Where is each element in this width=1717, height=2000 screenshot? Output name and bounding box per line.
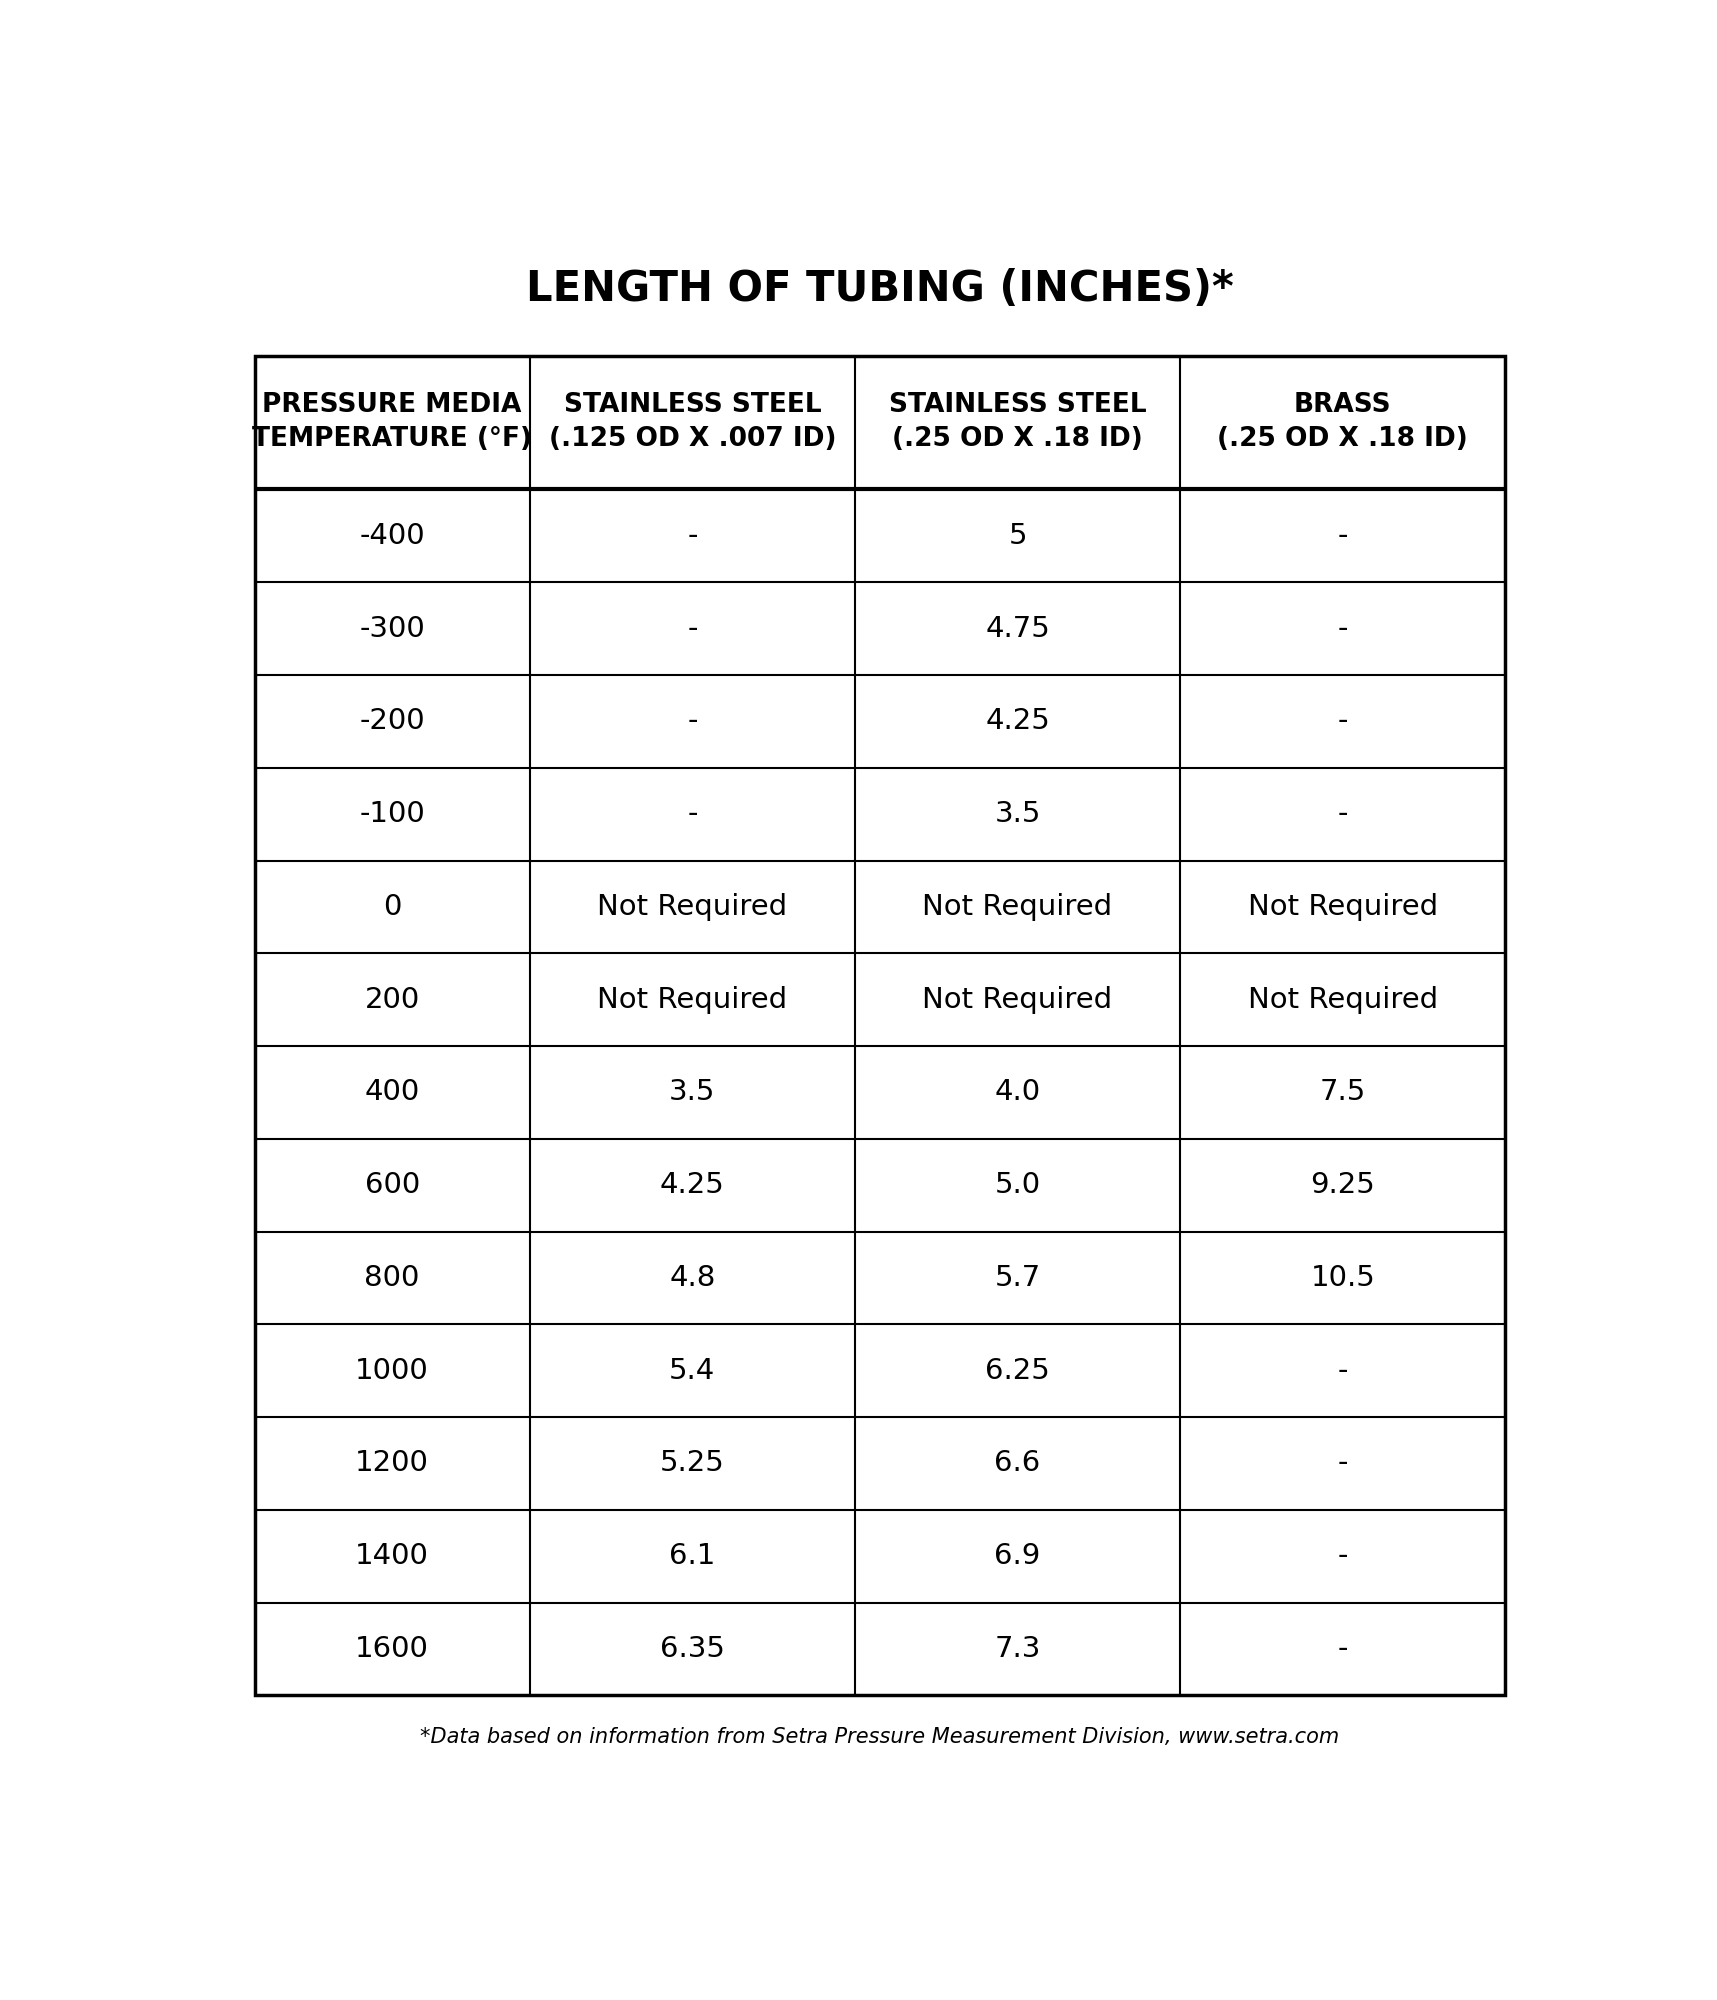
Text: 1600: 1600 <box>355 1634 429 1662</box>
Text: 6.25: 6.25 <box>986 1356 1049 1384</box>
Text: 4.25: 4.25 <box>659 1172 725 1200</box>
Text: 1200: 1200 <box>355 1450 429 1478</box>
Text: -400: -400 <box>359 522 424 550</box>
Text: 7.3: 7.3 <box>994 1634 1041 1662</box>
Bar <box>254 356 1506 1696</box>
Text: -: - <box>687 800 697 828</box>
Text: 800: 800 <box>364 1264 421 1292</box>
Text: 6.6: 6.6 <box>994 1450 1041 1478</box>
Text: -200: -200 <box>359 708 424 736</box>
Text: 6.1: 6.1 <box>670 1542 716 1570</box>
Text: 4.8: 4.8 <box>670 1264 716 1292</box>
Text: 200: 200 <box>364 986 419 1014</box>
Text: 5.4: 5.4 <box>670 1356 716 1384</box>
Text: -: - <box>1338 800 1348 828</box>
Text: Not Required: Not Required <box>922 892 1113 920</box>
Text: 4.25: 4.25 <box>986 708 1049 736</box>
Text: -300: -300 <box>359 614 426 642</box>
Text: 4.0: 4.0 <box>994 1078 1041 1106</box>
Text: *Data based on information from Setra Pressure Measurement Division, www.setra.c: *Data based on information from Setra Pr… <box>421 1726 1339 1746</box>
Text: 4.75: 4.75 <box>986 614 1049 642</box>
Text: STAINLESS STEEL
(.25 OD X .18 ID): STAINLESS STEEL (.25 OD X .18 ID) <box>889 392 1147 452</box>
Text: 600: 600 <box>364 1172 419 1200</box>
Text: -: - <box>1338 1634 1348 1662</box>
Text: 400: 400 <box>364 1078 419 1106</box>
Text: -: - <box>687 614 697 642</box>
Text: 1000: 1000 <box>355 1356 429 1384</box>
Text: -: - <box>1338 1356 1348 1384</box>
Text: 1400: 1400 <box>355 1542 429 1570</box>
Text: 9.25: 9.25 <box>1310 1172 1375 1200</box>
Text: -: - <box>1338 614 1348 642</box>
Text: STAINLESS STEEL
(.125 OD X .007 ID): STAINLESS STEEL (.125 OD X .007 ID) <box>549 392 836 452</box>
Text: PRESSURE MEDIA
TEMPERATURE (°F): PRESSURE MEDIA TEMPERATURE (°F) <box>252 392 532 452</box>
Text: -: - <box>687 708 697 736</box>
Text: LENGTH OF TUBING (INCHES)*: LENGTH OF TUBING (INCHES)* <box>525 268 1235 310</box>
Text: -: - <box>687 522 697 550</box>
Text: 10.5: 10.5 <box>1310 1264 1375 1292</box>
Text: Not Required: Not Required <box>1248 986 1437 1014</box>
Text: 5: 5 <box>1008 522 1027 550</box>
Text: 5.7: 5.7 <box>994 1264 1041 1292</box>
Text: -100: -100 <box>359 800 426 828</box>
Text: BRASS
(.25 OD X .18 ID): BRASS (.25 OD X .18 ID) <box>1217 392 1468 452</box>
Text: 5.0: 5.0 <box>994 1172 1041 1200</box>
Text: 6.9: 6.9 <box>994 1542 1041 1570</box>
Text: -: - <box>1338 708 1348 736</box>
Text: 6.35: 6.35 <box>659 1634 725 1662</box>
Text: 7.5: 7.5 <box>1320 1078 1367 1106</box>
Text: 3.5: 3.5 <box>994 800 1041 828</box>
Text: 0: 0 <box>383 892 402 920</box>
Text: Not Required: Not Required <box>598 892 788 920</box>
Text: Not Required: Not Required <box>922 986 1113 1014</box>
Text: -: - <box>1338 522 1348 550</box>
Text: Not Required: Not Required <box>598 986 788 1014</box>
Text: Not Required: Not Required <box>1248 892 1437 920</box>
Text: 5.25: 5.25 <box>659 1450 725 1478</box>
Text: -: - <box>1338 1542 1348 1570</box>
Text: -: - <box>1338 1450 1348 1478</box>
Text: 3.5: 3.5 <box>670 1078 716 1106</box>
